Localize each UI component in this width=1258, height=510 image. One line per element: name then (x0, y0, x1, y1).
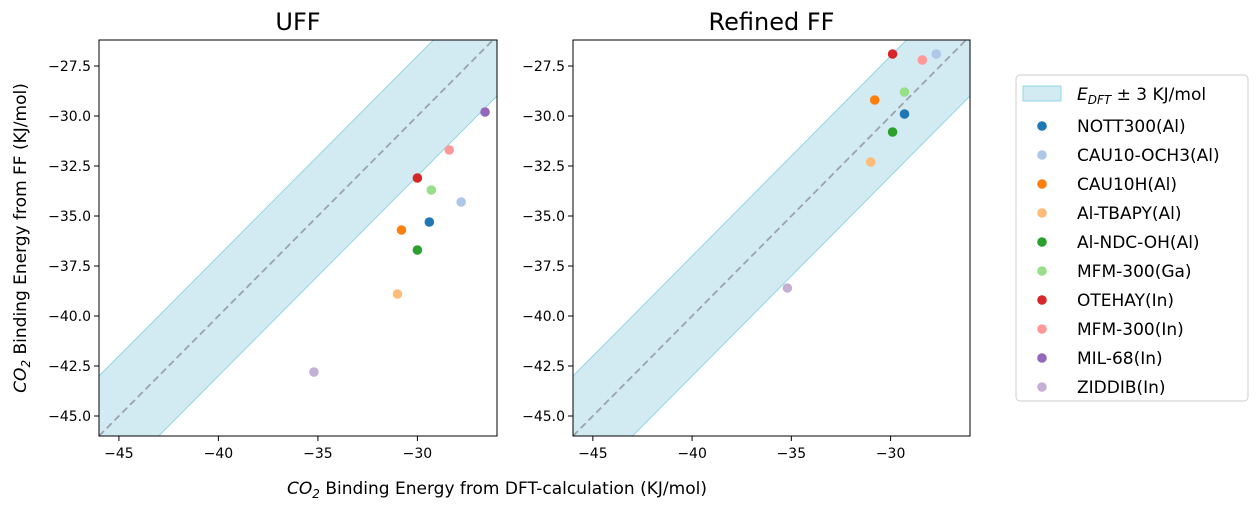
point-ziddib-in- (782, 283, 793, 293)
legend-entry-label: NOTT300(Al) (1077, 117, 1186, 137)
y-tick-label: −30.0 (522, 109, 565, 125)
legend-marker (1037, 150, 1047, 160)
point-al-tbapy-al- (392, 289, 403, 299)
legend-marker (1037, 237, 1047, 247)
y-tick-label: −27.5 (48, 59, 91, 75)
point-nott300-al- (424, 217, 435, 227)
y-tick-label: −45.0 (522, 409, 565, 425)
y-tick-label: −35.0 (522, 209, 565, 225)
panel-title: UFF (275, 8, 320, 36)
y-tick-label: −40.0 (48, 309, 91, 325)
point-mfm-300-ga- (899, 87, 910, 97)
x-tick-label: −40 (677, 446, 707, 462)
point-cau10-och3-al- (931, 49, 942, 59)
y-tick-label: −27.5 (522, 59, 565, 75)
legend-entry-label: Al-TBAPY(Al) (1077, 204, 1181, 224)
legend-entry-label: ZIDDIB(In) (1077, 378, 1166, 398)
y-tick-label: −45.0 (48, 409, 91, 425)
panel-title: Refined FF (709, 8, 835, 36)
tolerance-band (99, 40, 497, 436)
tolerance-band (573, 40, 970, 436)
point-ziddib-in- (309, 367, 319, 377)
legend-entry-label: CAU10-OCH3(Al) (1077, 146, 1220, 166)
legend-entry-label: CAU10H(Al) (1077, 175, 1177, 195)
legend-marker (1037, 295, 1047, 305)
legend-box (1015, 74, 1249, 402)
point-mfm-300-ga- (426, 185, 437, 195)
y-tick-label: −30.0 (48, 109, 91, 125)
axes-frame (98, 39, 498, 437)
point-al-ndc-oh-al- (412, 245, 423, 255)
x-tick-label: −40 (204, 446, 234, 462)
y-tick-label: −35.0 (48, 209, 91, 225)
y-tick-label: −37.5 (522, 259, 565, 275)
point-nott300-al- (899, 109, 910, 119)
point-mil-68-in- (480, 107, 490, 117)
legend-entry-label: MIL-68(In) (1077, 349, 1163, 369)
parity-line (573, 40, 968, 436)
point-al-ndc-oh-al- (887, 127, 898, 137)
panel-refined: −45 −40 −35 −30 −45.0 −42.5 −40.0 −37.5 −35.0 −32… (522, 8, 971, 462)
y-tick-label: −42.5 (522, 359, 565, 375)
point-al-tbapy-al- (865, 157, 876, 167)
y-axis-label: CO2 Binding Energy from FF (KJ/mol) (11, 83, 33, 393)
legend-marker (1037, 266, 1047, 276)
y-tick-label: −42.5 (48, 359, 91, 375)
x-tick-label: −35 (303, 446, 333, 462)
legend-band-swatch (1022, 85, 1062, 102)
parity-line (99, 40, 495, 436)
point-otehay-in- (887, 49, 898, 59)
point-otehay-in- (412, 173, 423, 183)
legend: EDFT ± 3 KJ/mol NOTT300(Al) CAU10-OCH3(Al)… (1015, 74, 1249, 402)
x-tick-label: −30 (876, 446, 906, 462)
x-axis-label: CO2 Binding Energy from DFT-calculation … (287, 479, 707, 501)
legend-marker (1037, 208, 1047, 218)
point-cau10-och3-al- (456, 197, 466, 207)
axes-frame (572, 39, 971, 437)
legend-marker (1037, 353, 1047, 363)
point-mfm-300-in- (444, 145, 455, 155)
point-cau10h-al- (869, 95, 880, 105)
y-tick-label: −37.5 (48, 259, 91, 275)
x-tick-label: −35 (777, 446, 807, 462)
x-tick-label: −30 (403, 446, 433, 462)
y-tick-label: −32.5 (48, 159, 91, 175)
y-tick-label: −40.0 (522, 309, 565, 325)
legend-marker (1037, 179, 1047, 189)
y-tick-label: −32.5 (522, 159, 565, 175)
point-mfm-300-in- (917, 55, 928, 65)
x-tick-label: −45 (104, 446, 134, 462)
legend-marker (1037, 324, 1047, 334)
legend-entry-label: MFM-300(In) (1077, 320, 1184, 340)
legend-entry-label: Al-NDC-OH(Al) (1077, 233, 1200, 253)
legend-entry-label: OTEHAY(In) (1077, 291, 1174, 311)
plot-area (99, 40, 497, 436)
panel-uff: −45 −40 −35 −30 −45.0 −42.5 −40.0 −37.5 −35.0 −32… (48, 8, 498, 462)
legend-entry-label: MFM-300(Ga) (1077, 262, 1192, 282)
point-cau10h-al- (396, 225, 407, 235)
legend-band-label: EDFT ± 3 KJ/mol (1077, 85, 1206, 107)
x-tick-label: −45 (578, 446, 608, 462)
legend-marker (1037, 382, 1047, 392)
plot-area (573, 40, 970, 436)
legend-marker (1037, 121, 1047, 131)
